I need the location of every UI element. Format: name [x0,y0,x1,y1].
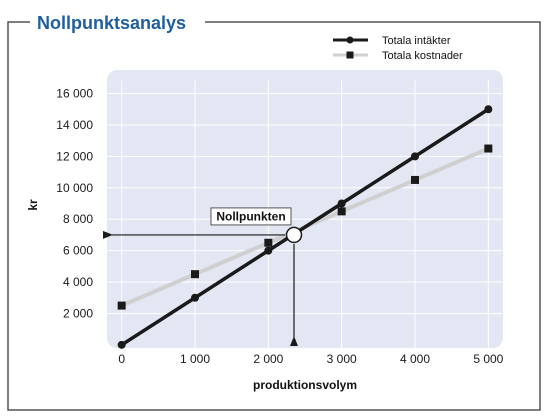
point-totala-intakter [411,152,419,161]
x-tick-label: 3 000 [327,352,357,366]
point-totala-kostnader [117,301,126,310]
point-totala-kostnader [264,238,273,247]
x-tick-label: 5 000 [473,352,503,366]
y-tick-label: 6 000 [63,244,93,258]
y-tick-label: 8 000 [63,212,93,226]
x-axis-title: produktionsvolym [253,378,357,392]
legend-label-kostnader: Totala kostnader [382,50,463,62]
point-totala-intakter [117,340,126,349]
point-totala-intakter [484,105,493,114]
line-totala-intakter [119,107,491,347]
x-tick-labels: 0 1 000 2 000 3 000 4 000 5 000 [118,352,503,366]
y-tick-label: 4 000 [63,275,93,289]
break-even-point [285,226,303,244]
series-layer [117,105,493,349]
point-totala-kostnader [411,175,419,184]
annotation-box [210,207,292,226]
point-totala-kostnader [484,144,493,153]
frame-border [7,21,541,411]
y-tick-label: 16 000 [56,87,93,101]
x-tick-label: 1 000 [180,352,210,366]
x-tick-label: 0 [118,352,125,366]
point-totala-kostnader [191,270,199,279]
plot-background [107,70,503,348]
y-tick-label: 12 000 [56,149,93,163]
point-totala-intakter [337,199,346,208]
x-tick-label: 4 000 [400,352,430,366]
y-axis-title: kr [26,199,40,211]
y-tick-label: 14 000 [56,118,93,132]
point-totala-intakter [264,246,273,255]
annotation-label: Nollpunkten [216,209,285,223]
point-totala-intakter [191,293,199,302]
y-tick-labels: 2 000 4 000 6 000 8 000 10 000 12 000 14 000 16… [56,87,93,321]
chart-title: Nollpunktsanalys [37,13,186,33]
y-tick-label: 10 000 [56,181,93,195]
legend: Totala intäkter Totala kostnader [333,35,463,62]
legend-marker-kostnader [346,51,354,59]
point-totala-kostnader [337,207,346,216]
annotation-layer: Nollpunkten [103,207,303,346]
y-tick-label: 2 000 [63,306,93,320]
legend-marker-intakter [346,36,354,44]
legend-label-intakter: Totala intäkter [382,35,451,47]
x-tick-label: 2 000 [253,352,283,366]
